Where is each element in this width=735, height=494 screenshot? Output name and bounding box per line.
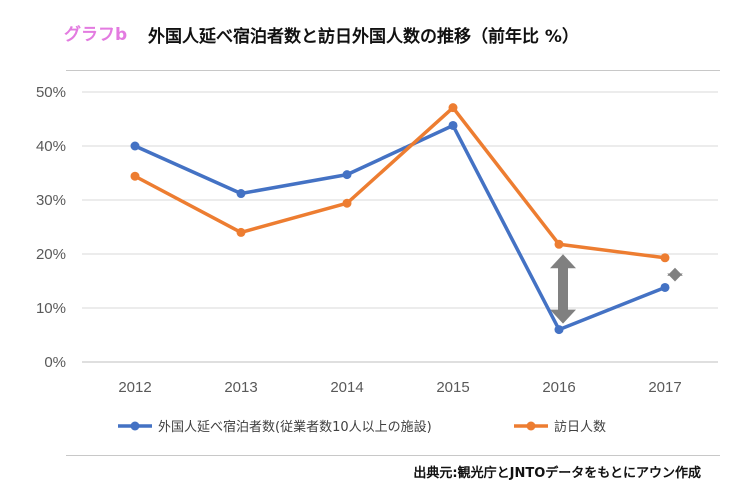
series-line-visitor-arrivals xyxy=(134,105,666,260)
difference-arrow xyxy=(667,267,683,282)
data-point xyxy=(554,325,564,335)
legend-marker xyxy=(526,421,536,431)
y-tick-label: 40% xyxy=(36,138,66,155)
legend-label: 訪日人数 xyxy=(554,419,606,435)
x-tick-label: 2012 xyxy=(118,379,151,396)
x-tick-label: 2014 xyxy=(330,379,363,396)
data-point xyxy=(448,120,458,130)
data-point xyxy=(660,253,670,263)
difference-arrow xyxy=(550,254,576,324)
y-tick-label: 0% xyxy=(44,354,66,371)
x-tick-label: 2015 xyxy=(436,379,469,396)
legend-label: 外国人延べ宿泊者数(従業者数10人以上の施設) xyxy=(158,419,432,435)
chart-tag-label: グラフb xyxy=(64,25,128,45)
data-point xyxy=(236,227,246,237)
legend-marker xyxy=(130,421,140,431)
data-point xyxy=(342,170,352,180)
chart-title: 外国人延べ宿泊者数と訪日外国人数の推移（前年比 %） xyxy=(148,27,579,47)
data-point xyxy=(554,239,564,249)
y-tick-label: 20% xyxy=(36,246,66,263)
x-tick-label: 2016 xyxy=(542,379,575,396)
x-tick-label: 2013 xyxy=(224,379,257,396)
series-line-overnight-stays xyxy=(134,123,666,332)
footer-divider xyxy=(66,455,720,456)
title-divider xyxy=(66,70,720,71)
data-point xyxy=(342,198,352,208)
source-note: 出典元:観光庁とJNTOデータをもとにアウン作成 xyxy=(413,466,701,481)
data-point xyxy=(130,141,140,151)
data-point xyxy=(660,282,670,292)
y-tick-label: 50% xyxy=(36,84,66,101)
y-tick-label: 10% xyxy=(36,300,66,317)
y-tick-label: 30% xyxy=(36,192,66,209)
x-tick-label: 2017 xyxy=(648,379,681,396)
data-point xyxy=(130,171,140,181)
data-point xyxy=(448,103,458,113)
data-point xyxy=(236,189,246,199)
